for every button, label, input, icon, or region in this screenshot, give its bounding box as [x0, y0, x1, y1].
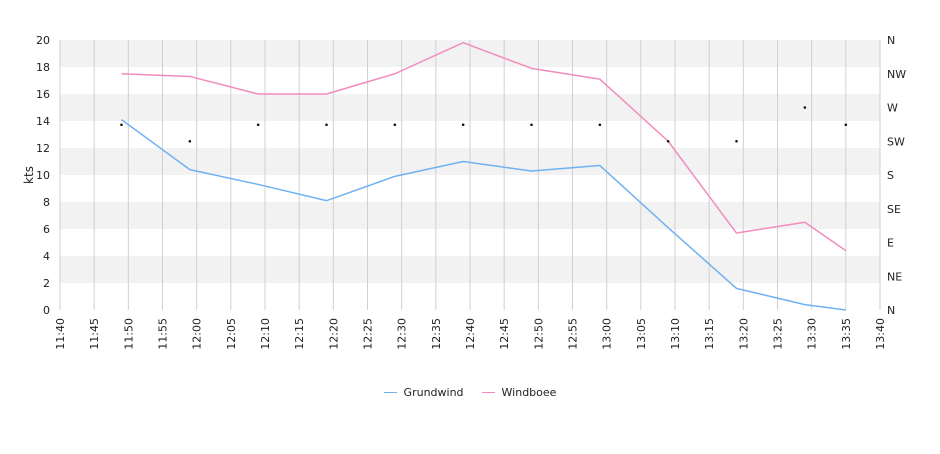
x-tick-label: 13:00 — [601, 318, 614, 350]
series-lines — [121, 41, 847, 311]
y2-tick-label: SW — [887, 135, 905, 148]
x-tick-label: 12:00 — [191, 318, 204, 350]
x-tick-label: 13:40 — [874, 318, 887, 350]
y2-axis-ticks: N NE E SE S SW W NW N — [887, 34, 906, 317]
direction-markers — [120, 106, 848, 143]
legend: Grundwind Windboee — [0, 383, 940, 399]
x-tick-label: 13:15 — [703, 318, 716, 350]
x-tick-label: 13:20 — [737, 318, 750, 350]
y-tick-label: 18 — [36, 61, 50, 74]
y2-tick-label: W — [887, 102, 898, 115]
legend-swatch — [481, 392, 495, 393]
legend-swatch — [383, 392, 397, 393]
y-tick-label: 14 — [36, 115, 50, 128]
x-tick-label: 13:25 — [772, 318, 785, 350]
x-tick-label: 12:10 — [259, 318, 272, 350]
y-tick-label: 8 — [43, 196, 50, 209]
legend-label: Grundwind — [403, 386, 464, 399]
direction-point — [188, 139, 192, 143]
direction-point — [530, 123, 533, 127]
legend-label: Windboee — [501, 386, 557, 399]
x-tick-label: 11:55 — [157, 318, 170, 350]
x-tick-label: 13:10 — [669, 318, 682, 350]
y2-tick-label: NW — [887, 68, 906, 81]
x-tick-label: 12:30 — [396, 318, 409, 350]
y2-tick-label: SE — [887, 203, 901, 216]
x-tick-label: 13:05 — [635, 318, 648, 350]
y-tick-label: 10 — [36, 169, 50, 182]
x-tick-label: 11:40 — [54, 318, 67, 350]
y-tick-label: 6 — [43, 223, 50, 236]
vertical-gridlines — [59, 40, 881, 310]
direction-point — [120, 123, 123, 127]
y-tick-label: 2 — [43, 277, 50, 290]
y2-tick-label: S — [887, 169, 894, 182]
y-tick-label: 0 — [43, 304, 50, 317]
x-tick-label: 12:05 — [225, 318, 238, 350]
x-tick-label: 12:15 — [293, 318, 306, 350]
x-tick-label: 11:45 — [88, 318, 101, 350]
x-tick-label: 12:25 — [362, 318, 375, 350]
x-tick-label: 12:40 — [464, 318, 477, 350]
y-axis-label: kts — [22, 166, 36, 184]
x-tick-label: 12:45 — [498, 318, 511, 350]
direction-point — [803, 106, 807, 109]
y-axis-ticks: 0 2 4 6 8 10 12 14 16 18 20 — [36, 34, 50, 317]
direction-point — [666, 139, 670, 143]
x-tick-label: 12:55 — [567, 318, 580, 350]
y-tick-label: 4 — [43, 250, 50, 263]
x-tick-label: 13:30 — [806, 318, 819, 350]
direction-point — [461, 123, 465, 127]
y-tick-label: 20 — [36, 34, 50, 47]
y-tick-label: 16 — [36, 88, 50, 101]
x-tick-label: 12:35 — [430, 318, 443, 350]
x-tick-label: 12:50 — [532, 318, 545, 350]
x-tick-label: 11:50 — [122, 318, 135, 350]
x-axis-ticks: 11:40 11:45 11:50 11:55 12:00 12:05 12:10 12:15… — [54, 318, 887, 350]
direction-point — [735, 139, 738, 143]
direction-point — [844, 123, 848, 127]
y-tick-label: 12 — [36, 142, 50, 155]
y2-tick-label: E — [887, 237, 894, 250]
y2-tick-label: N — [887, 34, 895, 47]
direction-point — [256, 123, 260, 127]
series-line-grundwind — [121, 119, 846, 311]
x-tick-label: 13:35 — [840, 318, 853, 350]
direction-point — [393, 123, 397, 127]
x-tick-label: 12:20 — [327, 318, 340, 350]
y2-tick-label: N — [887, 304, 895, 317]
series-line-windboee — [121, 41, 847, 252]
direction-point — [598, 123, 602, 127]
legend-item-grundwind: Grundwind — [383, 386, 464, 399]
legend-item-windboee: Windboee — [481, 386, 557, 399]
y2-tick-label: NE — [887, 270, 902, 283]
direction-point — [325, 123, 328, 127]
